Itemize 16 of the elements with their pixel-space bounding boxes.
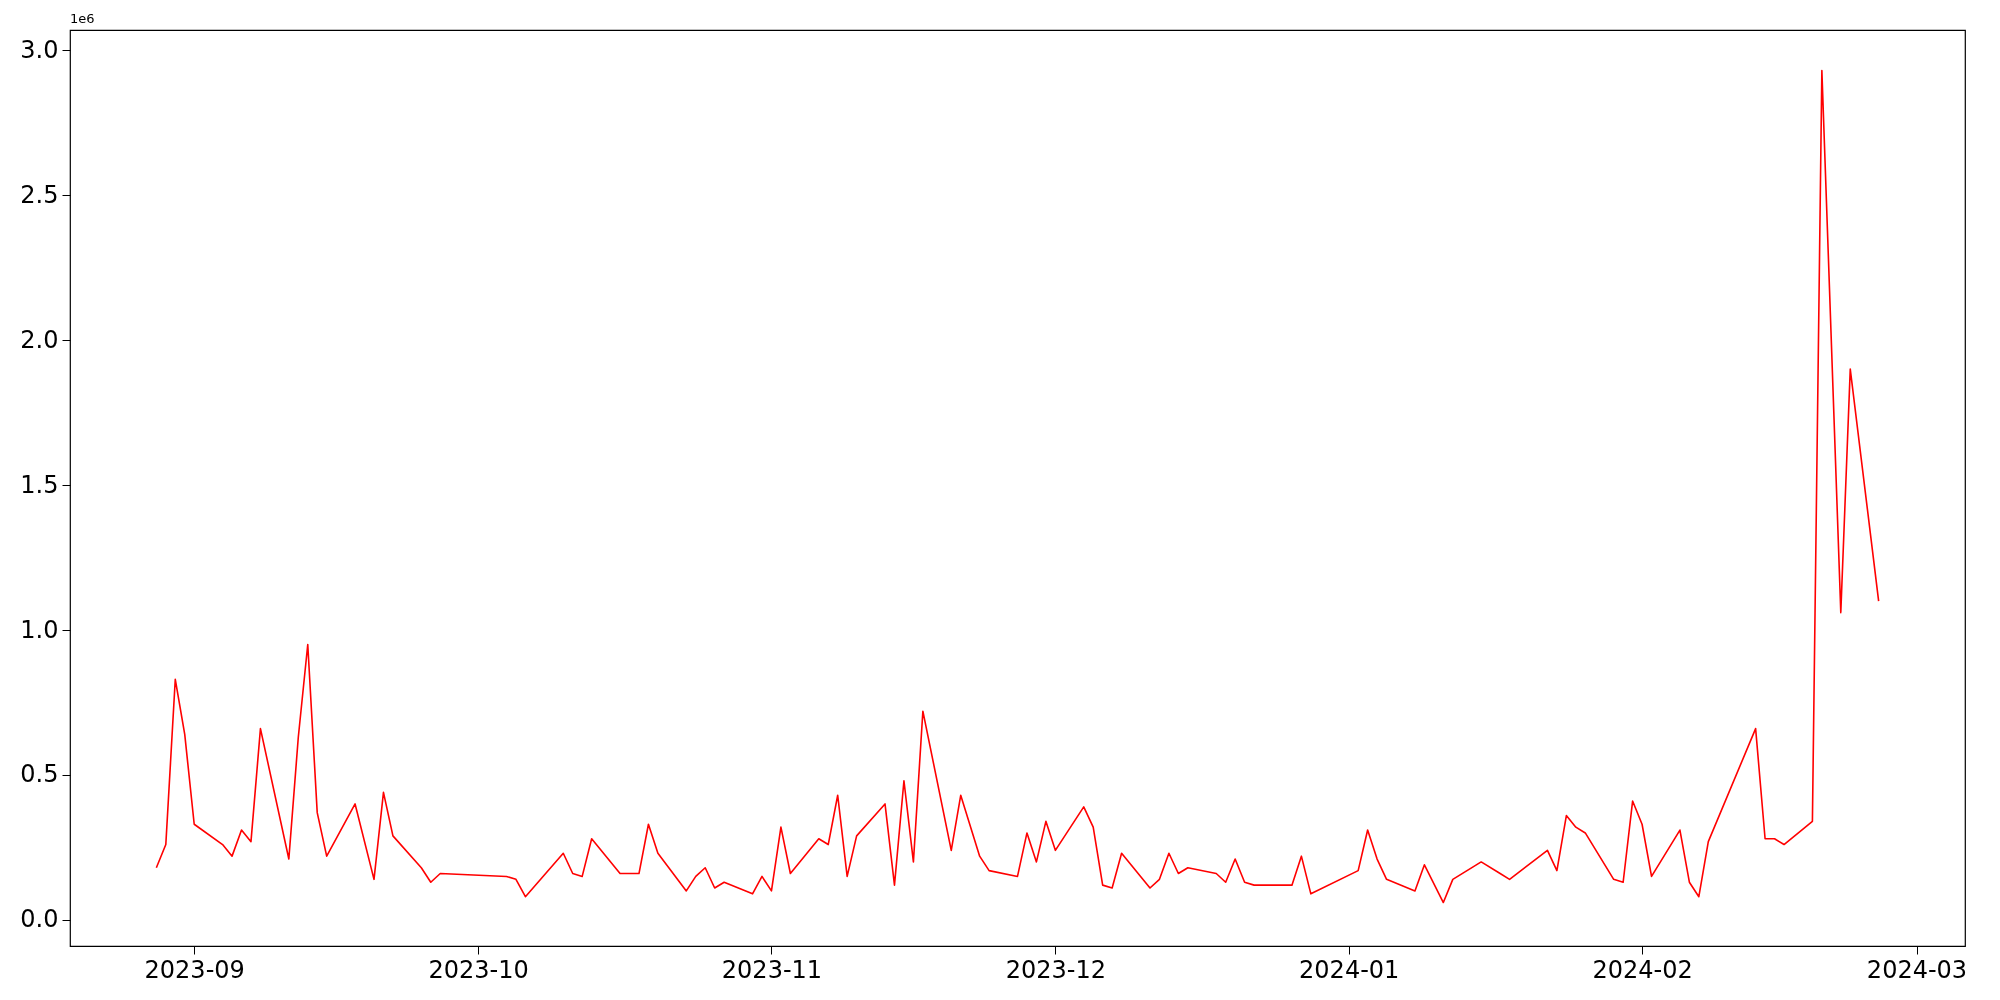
y-tick-label: 1.5 <box>20 470 59 499</box>
x-tick-label: 2023-09 <box>144 955 245 984</box>
line-series <box>155 69 1880 904</box>
y-tick-label: 3.0 <box>20 35 59 64</box>
x-tick-label: 2023-10 <box>428 955 529 984</box>
y-tick-label: 1.0 <box>20 615 59 644</box>
x-tick-label: 2024-03 <box>1866 955 1968 984</box>
x-tick-label: 2023-11 <box>721 955 823 984</box>
y-tick-label: 2.0 <box>20 325 59 354</box>
x-tick-label: 2024-02 <box>1592 955 1693 984</box>
x-tick-label: 2024-01 <box>1299 955 1400 984</box>
x-tick-label: 2023-12 <box>1005 955 1106 984</box>
text: 1e6 <box>70 11 95 26</box>
y-tick-label: 0.0 <box>20 905 59 934</box>
y-tick-label: 2.5 <box>20 180 59 209</box>
y-tick-label: 0.5 <box>20 760 59 789</box>
